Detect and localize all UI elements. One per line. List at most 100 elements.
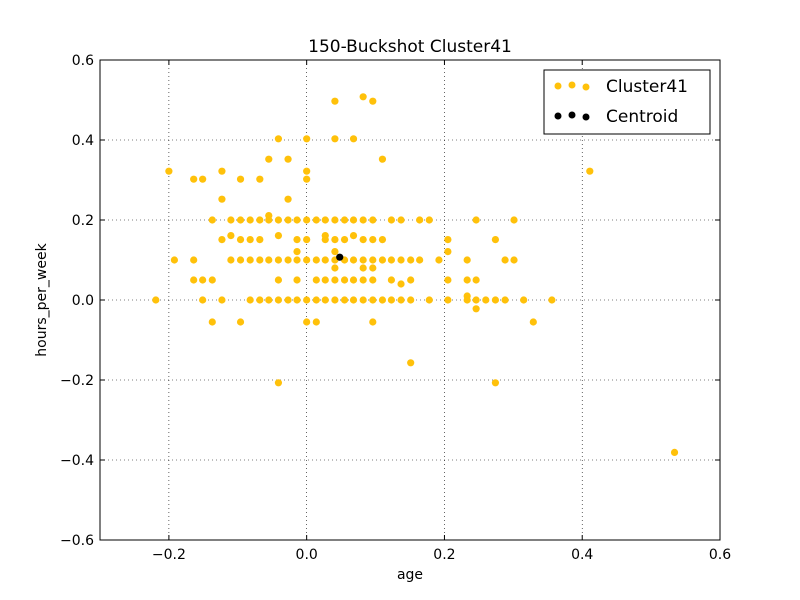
cluster41-point xyxy=(284,195,292,203)
legend-marker-centroid-1 xyxy=(554,112,562,120)
y-tick-label: −0.2 xyxy=(60,373,94,389)
data-points xyxy=(152,93,679,456)
cluster41-point xyxy=(236,216,245,224)
cluster41-point xyxy=(227,256,235,264)
legend-marker-cluster41-2 xyxy=(568,81,576,89)
cluster41-point xyxy=(312,318,320,326)
cluster41-point xyxy=(312,256,320,264)
cluster41-point xyxy=(303,256,311,264)
cluster41-point xyxy=(378,236,387,244)
cluster41-point xyxy=(274,232,283,240)
legend-box xyxy=(543,69,711,135)
cluster41-point xyxy=(208,318,216,326)
cluster41-point xyxy=(444,248,452,256)
cluster41-point xyxy=(407,276,415,284)
cluster41-point xyxy=(265,296,273,304)
cluster41-point xyxy=(274,276,283,284)
cluster41-point xyxy=(463,276,471,284)
cluster41-point xyxy=(284,256,292,264)
cluster41-point xyxy=(208,216,216,224)
cluster41-point xyxy=(236,175,245,183)
cluster41-point xyxy=(416,256,424,264)
cluster41-point xyxy=(387,216,395,224)
cluster41-point xyxy=(293,216,301,224)
legend-entry-cluster41: Cluster41 xyxy=(554,77,688,97)
cluster41-point xyxy=(520,296,528,304)
cluster41-point xyxy=(463,292,471,300)
cluster41-point xyxy=(331,296,339,304)
cluster41-point xyxy=(378,296,387,304)
cluster41-point xyxy=(387,256,395,264)
legend-label-centroid: Centroid xyxy=(606,107,678,127)
cluster41-point xyxy=(369,256,377,264)
cluster41-point xyxy=(265,216,273,224)
cluster41-point xyxy=(227,232,235,240)
cluster41-point xyxy=(208,276,216,284)
legend-marker-centroid-2 xyxy=(568,111,576,119)
cluster41-point xyxy=(407,296,415,304)
cluster41-point xyxy=(425,216,433,224)
cluster41-point xyxy=(274,135,283,143)
cluster41-point xyxy=(218,167,226,175)
cluster41-point xyxy=(265,155,273,163)
cluster41-point xyxy=(501,296,509,304)
cluster41-point xyxy=(491,236,500,244)
cluster41-point xyxy=(387,276,395,284)
legend: Cluster41 Centroid xyxy=(543,69,711,135)
cluster41-point xyxy=(312,276,320,284)
cluster41-point xyxy=(331,264,339,272)
cluster41-point xyxy=(472,216,480,224)
x-tick-label: 0.6 xyxy=(709,547,731,563)
cluster41-point xyxy=(303,167,311,175)
cluster41-point xyxy=(349,256,358,264)
cluster41-point xyxy=(472,296,480,304)
cluster41-point xyxy=(349,276,358,284)
cluster41-point xyxy=(670,448,679,456)
cluster41-point xyxy=(397,280,405,288)
x-tick-label: 0.4 xyxy=(571,547,593,563)
axis-ticks: −0.2 0.0 0.2 0.4 0.6 −0.6 −0.4 −0.2 0.0 0.2 0.4 0.6 xyxy=(60,53,731,563)
cluster41-point xyxy=(321,216,329,224)
cluster41-point xyxy=(444,296,452,304)
cluster41-point xyxy=(359,256,367,264)
cluster41-point xyxy=(369,296,377,304)
cluster41-point xyxy=(236,318,245,326)
cluster41-point xyxy=(293,248,301,256)
cluster41-point xyxy=(218,296,226,304)
cluster41-point xyxy=(407,256,415,264)
cluster41-point xyxy=(256,236,264,244)
cluster41-point xyxy=(321,296,329,304)
y-tick-label: 0.2 xyxy=(72,213,94,229)
cluster41-point xyxy=(340,276,349,284)
cluster41-point xyxy=(331,248,339,256)
cluster41-point xyxy=(349,135,358,143)
cluster41-point xyxy=(152,296,160,304)
cluster41-point xyxy=(256,216,264,224)
centroid-point xyxy=(336,253,344,261)
cluster41-point xyxy=(369,236,377,244)
cluster41-point xyxy=(303,135,311,143)
cluster41-point xyxy=(190,256,198,264)
cluster41-point xyxy=(359,276,367,284)
cluster41-point xyxy=(397,216,405,224)
cluster41-point xyxy=(331,216,339,224)
legend-label-cluster41: Cluster41 xyxy=(606,77,688,97)
cluster41-point xyxy=(284,216,292,224)
x-tick-label: 0.0 xyxy=(296,547,318,563)
cluster41-point xyxy=(387,296,395,304)
cluster41-point xyxy=(586,167,594,175)
cluster41-point xyxy=(529,318,537,326)
cluster41-point xyxy=(369,97,377,105)
cluster41-point xyxy=(190,276,198,284)
x-axis-label: age xyxy=(397,567,423,583)
cluster41-point xyxy=(293,236,301,244)
cluster41-point xyxy=(303,318,311,326)
cluster41-point xyxy=(190,175,198,183)
cluster41-point xyxy=(472,305,480,313)
cluster41-point xyxy=(397,296,405,304)
cluster41-point xyxy=(340,236,349,244)
cluster41-point xyxy=(312,296,320,304)
cluster41-point xyxy=(369,276,377,284)
cluster41-point xyxy=(349,232,358,240)
cluster41-point xyxy=(501,256,509,264)
